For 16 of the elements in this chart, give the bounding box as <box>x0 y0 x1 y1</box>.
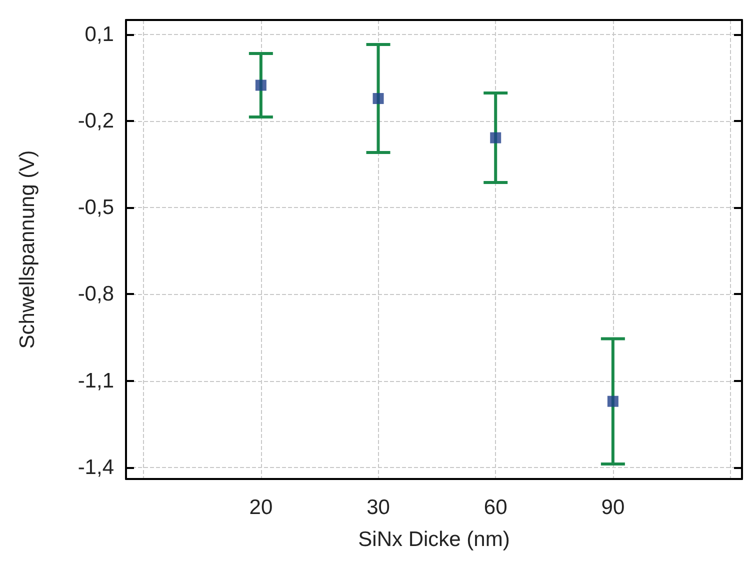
y-tick-label: -1,1 <box>78 369 114 392</box>
x-tick-label: 20 <box>249 496 273 519</box>
y-tick-label: 0,1 <box>84 22 114 46</box>
x-tick-label: 60 <box>484 496 508 519</box>
point <box>372 93 384 104</box>
point <box>607 396 618 407</box>
y-axis-title: Schwellspannung (V) <box>16 150 39 349</box>
x-axis-title: SiNx Dicke (nm) <box>358 528 510 551</box>
y-tick-label: -0,5 <box>78 196 114 220</box>
y-tick-label: -0,8 <box>78 282 114 306</box>
x-tick-label: 30 <box>366 496 390 519</box>
point <box>490 132 502 144</box>
x-tick-label: 90 <box>601 496 625 519</box>
y-tick-label: -1,4 <box>78 456 114 479</box>
y-tick-label: -0,2 <box>78 110 114 133</box>
point <box>255 80 266 91</box>
